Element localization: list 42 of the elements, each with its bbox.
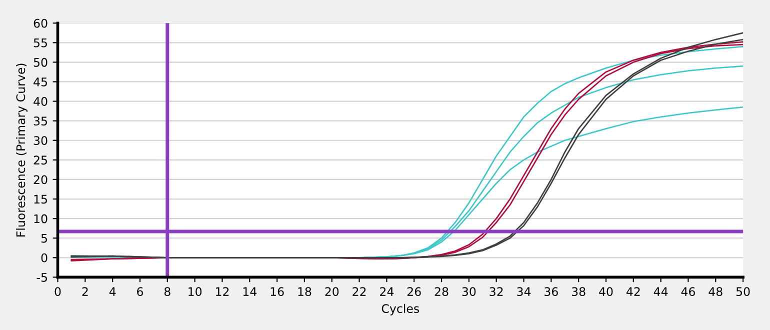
x-tick-label: 4 (109, 287, 116, 296)
x-tick-label: 38 (572, 287, 586, 296)
x-tick-label: 12 (216, 287, 229, 296)
x-tick-label: 26 (407, 287, 421, 296)
y-tick-label: 55 (34, 38, 47, 48)
y-axis-title: Fluorescence (Primary Curve) (16, 64, 28, 236)
x-axis-title: Cycles (382, 304, 420, 316)
y-tick-label: 45 (34, 78, 47, 86)
x-tick-label: 8 (164, 287, 170, 296)
y-tick-label: 5 (41, 234, 47, 243)
y-tick-label: 60 (34, 18, 48, 28)
x-tick-label: 14 (243, 287, 256, 296)
x-tick-label: 22 (352, 287, 366, 296)
x-tick-label: 24 (380, 287, 394, 296)
y-tick-label: 30 (34, 136, 48, 146)
y-tick-label: -5 (36, 273, 47, 282)
x-tick-label: 20 (325, 287, 339, 296)
x-tick-label: 16 (270, 287, 284, 296)
y-tick-label: 25 (34, 156, 47, 165)
x-tick-label: 50 (736, 287, 750, 296)
x-tick-label: 42 (626, 287, 640, 296)
y-tick-label: 10 (34, 214, 48, 224)
x-tick-label: 18 (298, 287, 312, 296)
y-tick-label: 15 (34, 194, 47, 204)
y-tick-label: 50 (34, 58, 48, 67)
x-tick-label: 46 (681, 287, 695, 296)
x-tick-label: 48 (708, 287, 722, 296)
x-tick-label: 30 (462, 287, 476, 296)
x-tick-label: 36 (544, 287, 558, 296)
x-tick-label: 2 (82, 287, 88, 296)
x-tick-label: 28 (434, 287, 448, 296)
x-tick-label: 6 (137, 287, 143, 296)
y-tick-label: 40 (34, 97, 48, 106)
y-tick-label: 35 (34, 116, 47, 126)
x-tick-label: 34 (517, 287, 531, 296)
x-tick-label: 0 (54, 287, 61, 296)
y-tick-label: 20 (34, 175, 48, 184)
x-tick-label: 44 (654, 287, 668, 296)
x-tick-label: 32 (490, 287, 503, 296)
y-tick-label: 0 (41, 253, 48, 262)
x-tick-label: 40 (599, 287, 613, 296)
x-tick-label: 10 (188, 287, 202, 296)
